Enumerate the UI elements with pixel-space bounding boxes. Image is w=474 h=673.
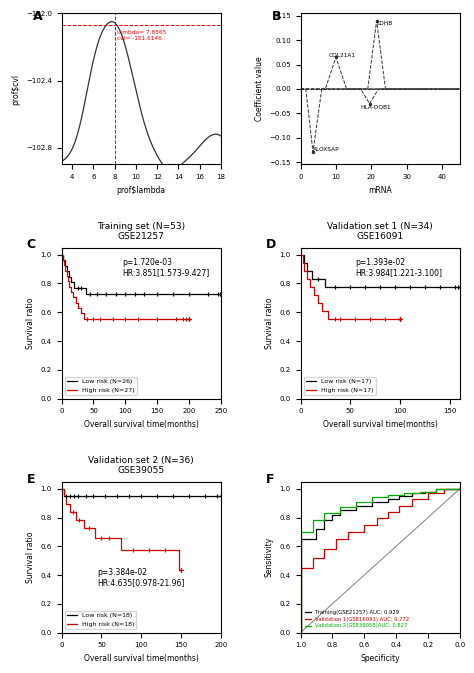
X-axis label: prof$lambda: prof$lambda xyxy=(117,186,166,194)
Y-axis label: Coefficient value: Coefficient value xyxy=(255,57,264,121)
Y-axis label: prof$cvl: prof$cvl xyxy=(11,73,20,104)
Title: Validation set 2 (N=36)
GSE39055: Validation set 2 (N=36) GSE39055 xyxy=(88,456,194,475)
Title: Validation set 1 (N=34)
GSE16091: Validation set 1 (N=34) GSE16091 xyxy=(327,222,433,241)
X-axis label: Overall survival time(months): Overall survival time(months) xyxy=(84,654,199,663)
Legend: Training(GSE21257) AUC: 0.929, Validation 1(GSE16091) AUC: 0.772, Validation 2(G: Training(GSE21257) AUC: 0.929, Validatio… xyxy=(303,608,411,630)
Y-axis label: Sensitivity: Sensitivity xyxy=(265,537,274,577)
Text: HLA-DQB1: HLA-DQB1 xyxy=(361,105,392,110)
Text: COL21A1: COL21A1 xyxy=(329,53,356,59)
Legend: Low risk (N=18), High risk (N=18): Low risk (N=18), High risk (N=18) xyxy=(65,610,137,629)
Y-axis label: Survival ratio: Survival ratio xyxy=(26,297,35,349)
Text: LDHB: LDHB xyxy=(377,21,393,26)
Text: lambda= 7.8565
cvl= -101.6146: lambda= 7.8565 cvl= -101.6146 xyxy=(117,30,166,41)
Y-axis label: Survival ratio: Survival ratio xyxy=(26,532,35,583)
Legend: Low risk (N=17), High risk (N=17): Low risk (N=17), High risk (N=17) xyxy=(304,377,375,396)
Text: F: F xyxy=(265,472,274,485)
Text: ALOXSAP: ALOXSAP xyxy=(313,147,340,152)
Text: p=3.384e-02
HR:4.635[0.978-21.96]: p=3.384e-02 HR:4.635[0.978-21.96] xyxy=(98,568,185,588)
Text: E: E xyxy=(27,472,35,485)
Text: A: A xyxy=(33,11,43,24)
Title: Training set (N=53)
GSE21257: Training set (N=53) GSE21257 xyxy=(97,222,185,241)
Text: p=1.720e-03
HR:3.851[1.573-9.427]: p=1.720e-03 HR:3.851[1.573-9.427] xyxy=(122,258,210,277)
X-axis label: Specificity: Specificity xyxy=(360,654,400,663)
X-axis label: Overall survival time(months): Overall survival time(months) xyxy=(323,420,438,429)
X-axis label: mRNA: mRNA xyxy=(368,186,392,194)
Legend: Low risk (N=26), High risk (N=27): Low risk (N=26), High risk (N=27) xyxy=(65,377,137,396)
X-axis label: Overall survival time(months): Overall survival time(months) xyxy=(84,420,199,429)
Text: C: C xyxy=(27,238,36,252)
Text: D: D xyxy=(265,238,276,252)
Text: p=1.393e-02
HR:3.984[1.221-3.100]: p=1.393e-02 HR:3.984[1.221-3.100] xyxy=(356,258,442,277)
Y-axis label: Survival ratio: Survival ratio xyxy=(265,297,274,349)
Text: B: B xyxy=(272,11,282,24)
